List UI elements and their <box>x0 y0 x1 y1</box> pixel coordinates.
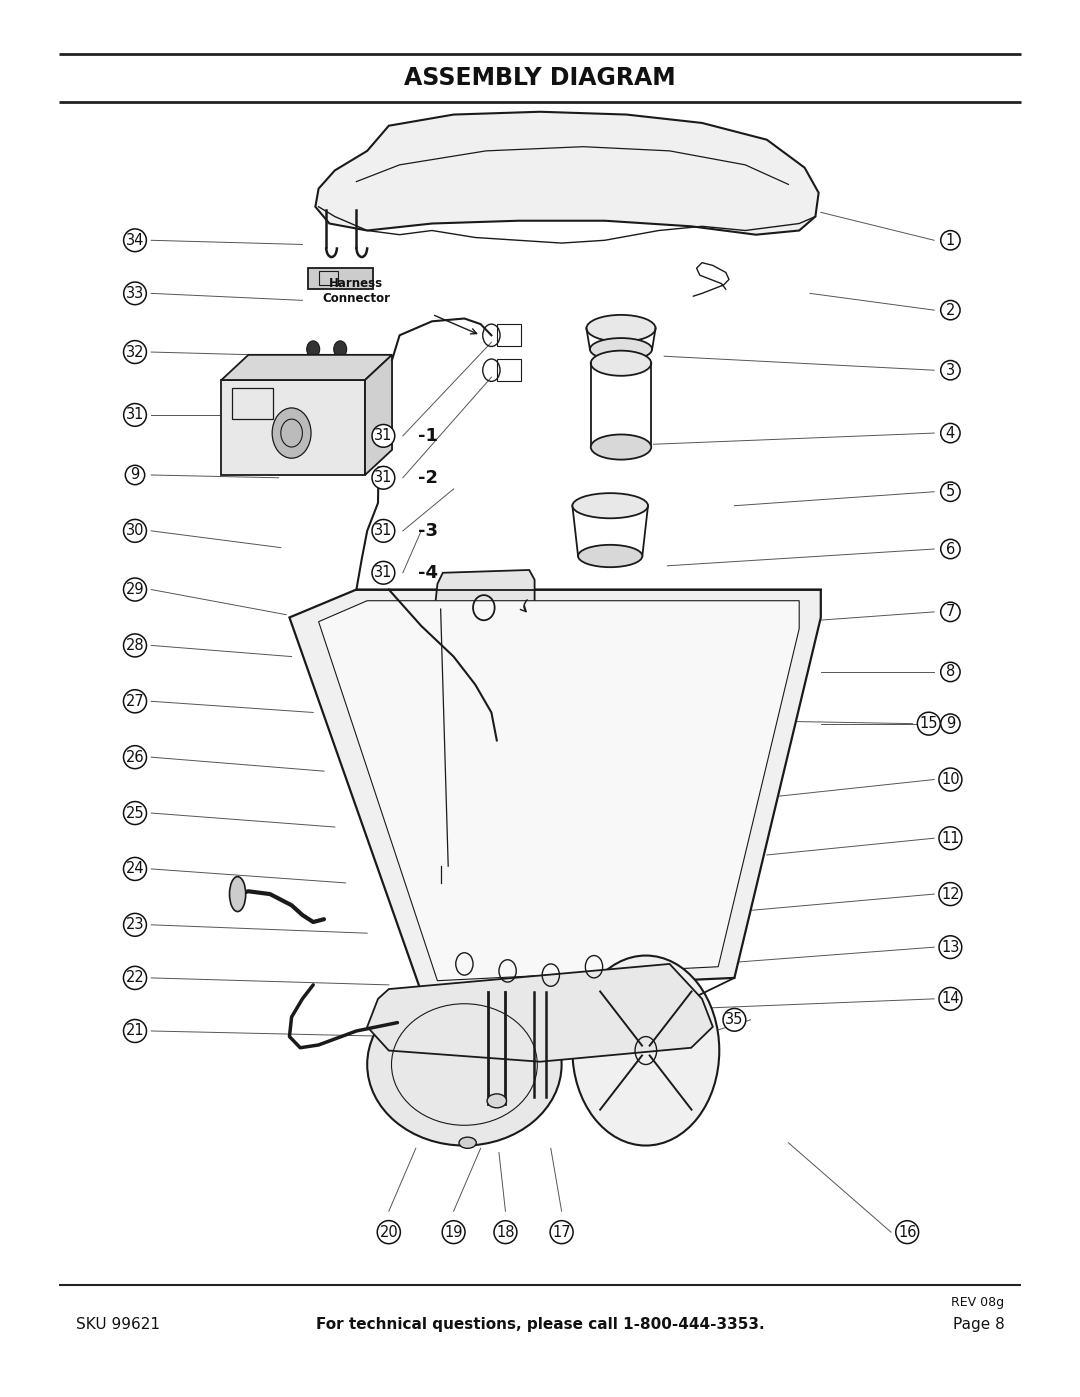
Ellipse shape <box>459 1137 476 1148</box>
Text: 31: 31 <box>125 408 145 422</box>
Text: 21: 21 <box>125 1024 145 1038</box>
Polygon shape <box>221 380 365 475</box>
Text: 12: 12 <box>941 887 960 901</box>
Text: 9: 9 <box>131 468 139 482</box>
Bar <box>497 359 521 381</box>
Text: 1: 1 <box>946 233 955 247</box>
Ellipse shape <box>590 338 652 360</box>
Text: 31: 31 <box>374 566 393 580</box>
Polygon shape <box>315 112 819 235</box>
Circle shape <box>572 956 719 1146</box>
Bar <box>308 268 373 289</box>
Text: 5: 5 <box>946 485 955 499</box>
Circle shape <box>307 341 320 358</box>
Text: SKU 99621: SKU 99621 <box>76 1317 160 1331</box>
Text: 31: 31 <box>374 429 393 443</box>
Text: 23: 23 <box>125 918 145 932</box>
Text: 2: 2 <box>946 303 955 317</box>
Bar <box>497 324 521 346</box>
Text: 25: 25 <box>125 806 145 820</box>
Text: REV 08g: REV 08g <box>951 1295 1004 1309</box>
Text: 28: 28 <box>125 638 145 652</box>
Ellipse shape <box>229 877 246 912</box>
Bar <box>319 271 338 285</box>
Text: 26: 26 <box>125 750 145 764</box>
Ellipse shape <box>591 434 651 460</box>
Text: 35: 35 <box>725 1013 744 1027</box>
Text: -4: -4 <box>418 564 438 581</box>
Text: 33: 33 <box>126 286 144 300</box>
Text: -3: -3 <box>418 522 438 539</box>
Text: 19: 19 <box>444 1225 463 1239</box>
Ellipse shape <box>572 493 648 518</box>
Text: 32: 32 <box>125 345 145 359</box>
Text: Harness
Connector: Harness Connector <box>323 277 390 305</box>
Text: 20: 20 <box>379 1225 399 1239</box>
Polygon shape <box>289 590 821 992</box>
Polygon shape <box>319 601 799 981</box>
Text: 13: 13 <box>941 940 960 954</box>
Bar <box>232 388 273 419</box>
Ellipse shape <box>487 1094 507 1108</box>
Text: 24: 24 <box>125 862 145 876</box>
Text: 15: 15 <box>919 717 939 731</box>
Ellipse shape <box>591 351 651 376</box>
Polygon shape <box>221 355 392 380</box>
Text: 14: 14 <box>941 992 960 1006</box>
Ellipse shape <box>367 983 562 1146</box>
Text: 4: 4 <box>946 426 955 440</box>
Text: 18: 18 <box>496 1225 515 1239</box>
Polygon shape <box>365 355 392 475</box>
Text: ASSEMBLY DIAGRAM: ASSEMBLY DIAGRAM <box>404 66 676 91</box>
Text: 7: 7 <box>946 605 955 619</box>
Text: 6: 6 <box>946 542 955 556</box>
Circle shape <box>334 341 347 358</box>
Text: 8: 8 <box>946 665 955 679</box>
Text: 3: 3 <box>946 363 955 377</box>
Text: 10: 10 <box>941 773 960 787</box>
Text: 11: 11 <box>941 831 960 845</box>
Text: 16: 16 <box>897 1225 917 1239</box>
Text: Page 8: Page 8 <box>953 1317 1004 1331</box>
Text: 22: 22 <box>125 971 145 985</box>
Ellipse shape <box>578 545 643 567</box>
Polygon shape <box>367 964 713 1062</box>
Circle shape <box>272 408 311 458</box>
Text: 31: 31 <box>374 524 393 538</box>
Text: 9: 9 <box>946 717 955 731</box>
Text: 17: 17 <box>552 1225 571 1239</box>
Polygon shape <box>432 570 535 645</box>
Text: 34: 34 <box>125 233 145 247</box>
Text: 29: 29 <box>125 583 145 597</box>
Text: -2: -2 <box>418 469 438 486</box>
Text: For technical questions, please call 1-800-444-3353.: For technical questions, please call 1-8… <box>315 1317 765 1331</box>
Text: 30: 30 <box>125 524 145 538</box>
Ellipse shape <box>586 314 656 342</box>
Text: 27: 27 <box>125 694 145 708</box>
Text: 31: 31 <box>374 471 393 485</box>
Text: -1: -1 <box>418 427 438 444</box>
